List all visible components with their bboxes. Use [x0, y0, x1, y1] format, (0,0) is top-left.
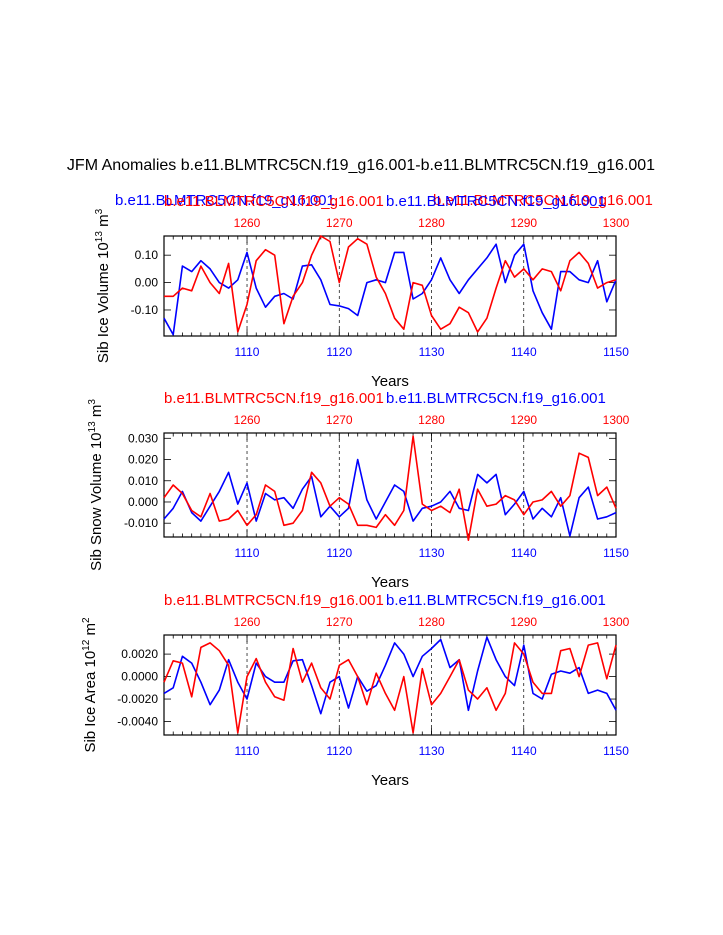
x-tick-label: 1120: [326, 546, 352, 560]
top-x-tick-label: 1260: [234, 216, 261, 230]
x-tick-label: 1110: [235, 345, 260, 359]
series-line-red: [163, 642, 617, 734]
y-axis-text: Sib Ice Volume 10: [95, 242, 112, 363]
top-label-red: b.e11.BLMTRC5CN.f19_g16.001: [164, 592, 384, 609]
top-x-tick-label: 1280: [418, 615, 445, 629]
x-tick-label: 1140: [511, 744, 537, 758]
y-tick-label: 0.10: [135, 248, 159, 262]
top-x-tick-label: 1270: [326, 413, 353, 427]
top-label-blue: b.e11.BLMTRC5CN.f19_g16.001: [386, 390, 606, 407]
header-label-red: b.e11.BLMTRC5CN.f19_g16.001: [433, 192, 653, 209]
x-tick-label: 1150: [603, 546, 629, 560]
y-axis-title: Sib Ice Volume 1013 m3: [94, 208, 112, 363]
x-tick-label: 1130: [419, 345, 445, 359]
x-tick-label: 1150: [603, 345, 629, 359]
y-tick-label: 0.000: [128, 495, 158, 509]
plot-frame: [163, 432, 617, 538]
y-tick-label: 0.0020: [121, 647, 158, 661]
y-tick-label: 0.0000: [121, 670, 158, 684]
y-axis-exponent: 13: [87, 421, 98, 433]
series-line-red: [163, 435, 617, 542]
y-axis-exponent: 12: [81, 639, 92, 651]
x-tick-label: 1110: [235, 744, 260, 758]
y-tick-label: 0.00: [135, 276, 159, 290]
y-axis-text: Sib Snow Volume 10: [88, 432, 105, 570]
top-x-tick-label: 1300: [603, 216, 630, 230]
x-tick-label: 1130: [419, 546, 445, 560]
top-x-tick-label: 1270: [326, 216, 353, 230]
y-axis-title: Sib Snow Volume 1013 m3: [87, 399, 105, 571]
y-tick-label: -0.0040: [117, 715, 158, 729]
chart-panel-2: 1110 1120 1130 1140 1150 1260 1270 1280 1290 1300…: [87, 390, 630, 591]
top-label-red: b.e11.BLMTRC5CN.f19_g16.001: [164, 390, 384, 407]
x-tick-label: 1140: [511, 345, 537, 359]
y-axis-unit: m: [88, 405, 105, 422]
x-axis-title: Years: [371, 574, 409, 591]
top-x-tick-label: 1300: [603, 615, 630, 629]
y-tick-label: -0.10: [131, 303, 159, 317]
top-x-tick-label: 1300: [603, 413, 630, 427]
top-x-tick-label: 1260: [234, 413, 261, 427]
y-axis-exponent: 2: [81, 617, 92, 623]
y-axis-exponent: 13: [94, 231, 105, 243]
series-line-blue: [163, 243, 617, 336]
top-x-tick-label: 1270: [326, 615, 353, 629]
x-tick-label: 1110: [235, 546, 260, 560]
top-x-tick-label: 1290: [510, 216, 537, 230]
y-axis-unit: m: [95, 214, 112, 231]
series-line-red: [164, 235, 617, 333]
y-axis-exponent: 3: [87, 399, 98, 405]
x-tick-label: 1150: [603, 744, 629, 758]
chart-panel-1: 1110 1120 1130 1140 1150 1260 1270 1280 1290 1300…: [94, 193, 630, 390]
top-label-blue: b.e11.BLMTRC5CN.f19_g16.001: [386, 592, 606, 609]
figure-title: JFM Anomalies b.e11.BLMTRC5CN.f19_g16.00…: [67, 157, 655, 174]
y-tick-label: 0.010: [128, 474, 158, 488]
x-axis-title: Years: [371, 772, 409, 789]
y-axis-text: Sib Ice Area 10: [82, 651, 99, 753]
plot-frame: [163, 235, 617, 337]
top-x-tick-label: 1290: [510, 413, 537, 427]
top-label-blue: b.e11.BLMTRC5CN.f19_g16.001: [386, 193, 606, 210]
x-tick-label: 1140: [511, 546, 537, 560]
header-label-blue: b.e11.BLMTRC5CN.f19_g16.001: [115, 192, 335, 209]
y-tick-label: -0.010: [124, 516, 158, 530]
y-axis-exponent: 3: [94, 208, 105, 214]
x-tick-label: 1120: [326, 345, 352, 359]
x-axis-title: Years: [371, 373, 409, 390]
top-x-tick-label: 1260: [234, 615, 261, 629]
plot-frame: [163, 634, 617, 736]
chart-panel-3: 1110 1120 1130 1140 1150 1260 1270 1280 1290 1300…: [81, 592, 630, 789]
series-line-blue: [163, 458, 617, 537]
x-tick-label: 1120: [326, 744, 352, 758]
y-tick-label: 0.020: [128, 453, 158, 467]
x-tick-label: 1130: [419, 744, 445, 758]
top-x-tick-label: 1280: [418, 413, 445, 427]
top-label-red: b.e11.BLMTRC5CN.f19_g16.001: [164, 193, 384, 210]
y-axis-unit: m: [82, 623, 99, 640]
series-line-blue: [163, 636, 617, 715]
y-axis-title: Sib Ice Area 1012 m2: [81, 617, 99, 753]
y-tick-label: -0.0020: [117, 692, 158, 706]
top-x-tick-label: 1280: [418, 216, 445, 230]
top-x-tick-label: 1290: [510, 615, 537, 629]
y-tick-label: 0.030: [128, 431, 158, 445]
